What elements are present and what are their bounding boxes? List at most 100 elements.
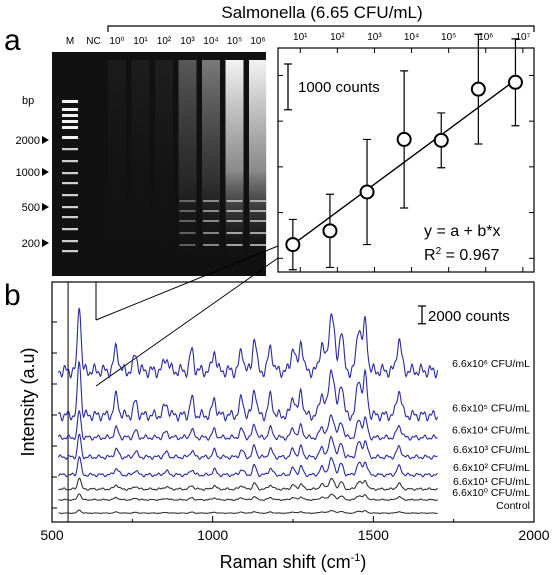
ladder-band: [62, 126, 78, 129]
marker-arrow-icon: [42, 168, 49, 176]
ladder-band: [62, 228, 78, 231]
gel-lane-label: 10⁵: [227, 36, 242, 47]
gel-lane-label: 10⁰: [109, 36, 124, 47]
gel-smear: [108, 60, 126, 260]
data-point: [322, 223, 338, 239]
marker-label: 2000: [16, 135, 40, 147]
gel-band: [203, 232, 219, 234]
gel-lane-label: 10²: [157, 36, 172, 47]
gel-smear: [202, 60, 220, 260]
gel-band: [226, 244, 243, 246]
ladder-band: [62, 172, 78, 175]
marker-arrow-icon: [42, 203, 49, 211]
marker-label: 200: [22, 238, 40, 250]
gel-band: [203, 210, 219, 212]
data-point: [470, 81, 486, 97]
scatter-panel: 10¹ 10² 10³ 10⁴ 10⁵ 10⁶ 10⁷ 1000 counts y = a + …: [277, 32, 535, 273]
gel-smear: [131, 60, 150, 260]
x-tick-label: 2000: [518, 527, 549, 543]
gel-lane-label: 10⁴: [203, 36, 218, 47]
spectrum-line: [58, 493, 438, 501]
data-point: [433, 132, 449, 148]
y-axis-label: Intensity (a.u): [18, 347, 38, 456]
gel-lane-label: NC: [86, 36, 100, 47]
fit-equation: y = a + b*x: [424, 223, 501, 240]
spectrum-line: [58, 509, 438, 514]
spectra-panel: 500 1000 1500 2000 Raman shift (cm-1) Intensi…: [18, 281, 550, 572]
gel-band: [250, 200, 266, 202]
gel-band: [250, 210, 266, 212]
series-label: 6.6x10³ CFU/mL: [453, 444, 530, 456]
spectrum-line: [58, 477, 438, 491]
marker-label: 500: [22, 202, 40, 214]
series-label: Control: [496, 500, 530, 512]
scale-bar-label: 2000 counts: [428, 308, 510, 325]
figure-title: Salmonella (6.65 CFU/mL): [221, 3, 422, 22]
scatter-frame: [277, 47, 535, 273]
ladder-band: [62, 100, 78, 103]
gel-band: [179, 210, 196, 212]
gel-band: [203, 220, 219, 222]
gel-smear: [155, 60, 173, 260]
x-tick-label: 10⁶: [478, 32, 493, 43]
series-label: 6.6x10² CFU/mL: [453, 462, 530, 474]
scale-bar-label: 1000 counts: [298, 79, 380, 96]
ladder-band: [62, 240, 78, 243]
ladder-band: [62, 250, 78, 253]
x-tick-label: 10²: [330, 32, 345, 43]
gel-band: [203, 200, 219, 202]
x-tick-label: 1000: [197, 527, 228, 543]
series-label: 6.6x10⁶ CFU/mL: [452, 358, 530, 370]
gel-lane-label: 10⁶: [250, 36, 265, 47]
spectrum-line: [57, 409, 438, 441]
gel-band: [179, 200, 196, 202]
gel-band: [179, 220, 196, 222]
x-tick-label: 10⁵: [441, 32, 456, 43]
ladder-band: [62, 182, 78, 185]
marker-label: 1000: [16, 167, 40, 179]
data-point: [396, 131, 412, 147]
bp-label: bp: [22, 95, 34, 107]
gel-panel: M NC 10⁰ 10¹ 10² 10³ 10⁴ 10⁵ 10⁶: [52, 36, 267, 276]
x-tick-label: 1500: [358, 527, 389, 543]
spectrum-line: [57, 307, 439, 380]
gel-band: [250, 244, 266, 246]
gel-lane-label: M: [66, 36, 74, 47]
panel-b-label: b: [4, 279, 21, 312]
ladder-band: [62, 194, 78, 197]
marker-arrow-icon: [42, 239, 49, 247]
ladder-band: [62, 148, 78, 151]
spectrum-line: [57, 455, 438, 478]
x-tick-label: 10¹: [293, 32, 308, 43]
zoom-connector: [62, 245, 279, 387]
gel-band: [203, 244, 219, 246]
marker-arrow-icon: [42, 136, 49, 144]
data-point: [359, 184, 375, 200]
panel-a-label: a: [4, 24, 21, 57]
gel-lane-label: 10¹: [133, 36, 148, 47]
data-point: [507, 74, 523, 90]
ladder-band: [62, 160, 78, 163]
series-label: 6.6x10⁰ CFU/mL: [452, 487, 530, 499]
x-tick-label: 10³: [367, 32, 382, 43]
gel-band: [226, 210, 243, 212]
x-tick-label: 10⁷: [515, 32, 530, 43]
x-tick-label: 500: [40, 527, 64, 543]
series-label: 6.6x10⁴ CFU/mL: [452, 425, 530, 437]
scale-bar: [284, 63, 292, 111]
gel-band: [179, 244, 196, 246]
x-tick-label: 10⁴: [404, 32, 419, 43]
gel-band: [226, 220, 243, 222]
ladder-band: [62, 120, 78, 123]
ladder-band: [62, 136, 78, 139]
series-label: 6.6x10⁵ CFU/mL: [452, 402, 530, 414]
gel-smear: [178, 60, 197, 260]
gel-band: [250, 232, 266, 234]
gel-band: [226, 200, 243, 202]
r-squared: R2 = 0.967: [424, 246, 500, 264]
spectrum-line: [57, 433, 438, 461]
gel-smear: [225, 60, 244, 260]
gel-lane-label: 10³: [180, 36, 195, 47]
data-point: [285, 237, 301, 253]
